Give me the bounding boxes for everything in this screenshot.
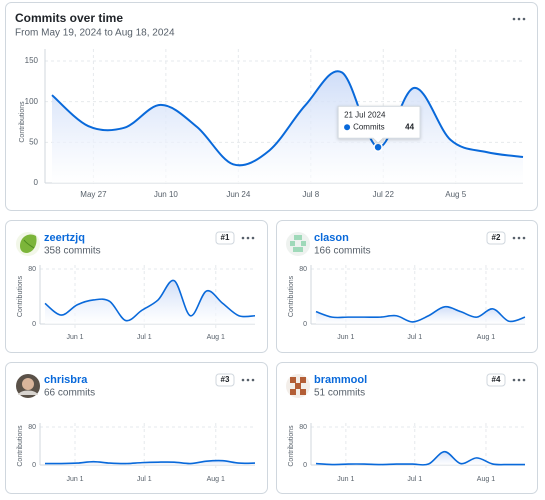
- contributor-card: [5, 362, 268, 494]
- menu-button[interactable]: [512, 17, 526, 21]
- y-axis-label: Contributions: [17, 275, 24, 317]
- avatar[interactable]: [286, 232, 310, 256]
- x-tick-label: Aug 1: [207, 476, 225, 483]
- x-tick-label: Jul 8: [302, 190, 319, 199]
- rank-label: #2: [492, 233, 501, 242]
- avatar[interactable]: [16, 374, 40, 398]
- y-tick-label: 0: [303, 321, 307, 328]
- contributor-name[interactable]: zeertzjq: [44, 232, 85, 244]
- tooltip-value: 44: [405, 122, 414, 131]
- menu-button[interactable]: [512, 378, 526, 382]
- chart-subtitle: From May 19, 2024 to Aug 18, 2024: [15, 28, 175, 39]
- x-tick-label: Aug 1: [477, 334, 495, 341]
- x-tick-label: May 27: [80, 190, 107, 199]
- y-tick-label: 100: [25, 97, 39, 106]
- y-tick-label: 80: [299, 424, 307, 431]
- rank-label: #3: [221, 375, 230, 384]
- x-tick-label: Aug 1: [477, 476, 495, 483]
- x-tick-label: Jul 1: [407, 476, 422, 483]
- y-tick-label: 50: [29, 137, 38, 146]
- contributor-name[interactable]: brammool: [314, 374, 367, 386]
- commit-count: 51 commits: [314, 388, 365, 399]
- y-tick-label: 150: [25, 56, 39, 65]
- x-tick-label: Jul 22: [373, 190, 395, 199]
- tooltip: [337, 105, 421, 144]
- y-axis-label: Contributions: [17, 425, 24, 467]
- x-tick-label: Jun 10: [154, 190, 179, 199]
- y-tick-label: 80: [299, 266, 307, 273]
- rank-badge: [486, 231, 506, 245]
- y-tick-label: 0: [34, 178, 39, 187]
- chart-title: Commits over time: [15, 11, 123, 25]
- rank-badge: [215, 373, 235, 387]
- x-tick-label: Jul 1: [137, 476, 152, 483]
- rank-label: #1: [221, 233, 230, 242]
- x-tick-label: Aug 5: [445, 190, 466, 199]
- x-tick-label: Jun 1: [337, 334, 354, 341]
- tooltip-swatch: [344, 124, 351, 131]
- x-tick-label: Jun 1: [337, 476, 354, 483]
- line: [51, 70, 524, 167]
- commit-count: 66 commits: [44, 388, 95, 399]
- tooltip-date: 21 Jul 2024: [344, 110, 386, 119]
- y-tick-label: 0: [32, 321, 36, 328]
- rank-badge: [215, 231, 235, 245]
- avatar[interactable]: [16, 232, 40, 256]
- line: [44, 459, 256, 465]
- menu-button[interactable]: [241, 236, 255, 240]
- x-tick-label: Aug 1: [207, 334, 225, 341]
- area-fill: [316, 451, 525, 465]
- rank-label: #4: [492, 375, 501, 384]
- contributor-name[interactable]: chrisbra: [44, 374, 88, 386]
- area-fill: [316, 306, 525, 324]
- contributor-name[interactable]: clason: [314, 232, 349, 244]
- hover-point: [373, 142, 383, 152]
- y-axis-label: Contributions: [19, 101, 26, 143]
- avatar[interactable]: [286, 374, 310, 398]
- commit-count: 358 commits: [44, 246, 101, 257]
- y-axis-label: Contributions: [288, 275, 295, 317]
- tooltip-box: [337, 105, 421, 144]
- line: [315, 450, 526, 466]
- commit-count: 166 commits: [314, 246, 371, 257]
- tooltip-label: Commits: [353, 122, 385, 131]
- line: [315, 305, 526, 323]
- line: [44, 279, 256, 322]
- x-tick-label: Jul 1: [407, 334, 422, 341]
- rank-badge: [486, 373, 506, 387]
- y-axis-label: Contributions: [288, 425, 295, 467]
- menu-button[interactable]: [241, 378, 255, 382]
- menu-button[interactable]: [512, 236, 526, 240]
- y-tick-label: 80: [28, 266, 36, 273]
- x-tick-label: Jun 24: [226, 190, 251, 199]
- x-tick-label: Jul 1: [137, 334, 152, 341]
- x-tick-label: Jun 1: [66, 476, 83, 483]
- area-fill: [45, 280, 255, 324]
- y-tick-label: 0: [32, 462, 36, 469]
- x-tick-label: Jun 1: [66, 334, 83, 341]
- y-tick-label: 80: [28, 424, 36, 431]
- y-tick-label: 0: [303, 462, 307, 469]
